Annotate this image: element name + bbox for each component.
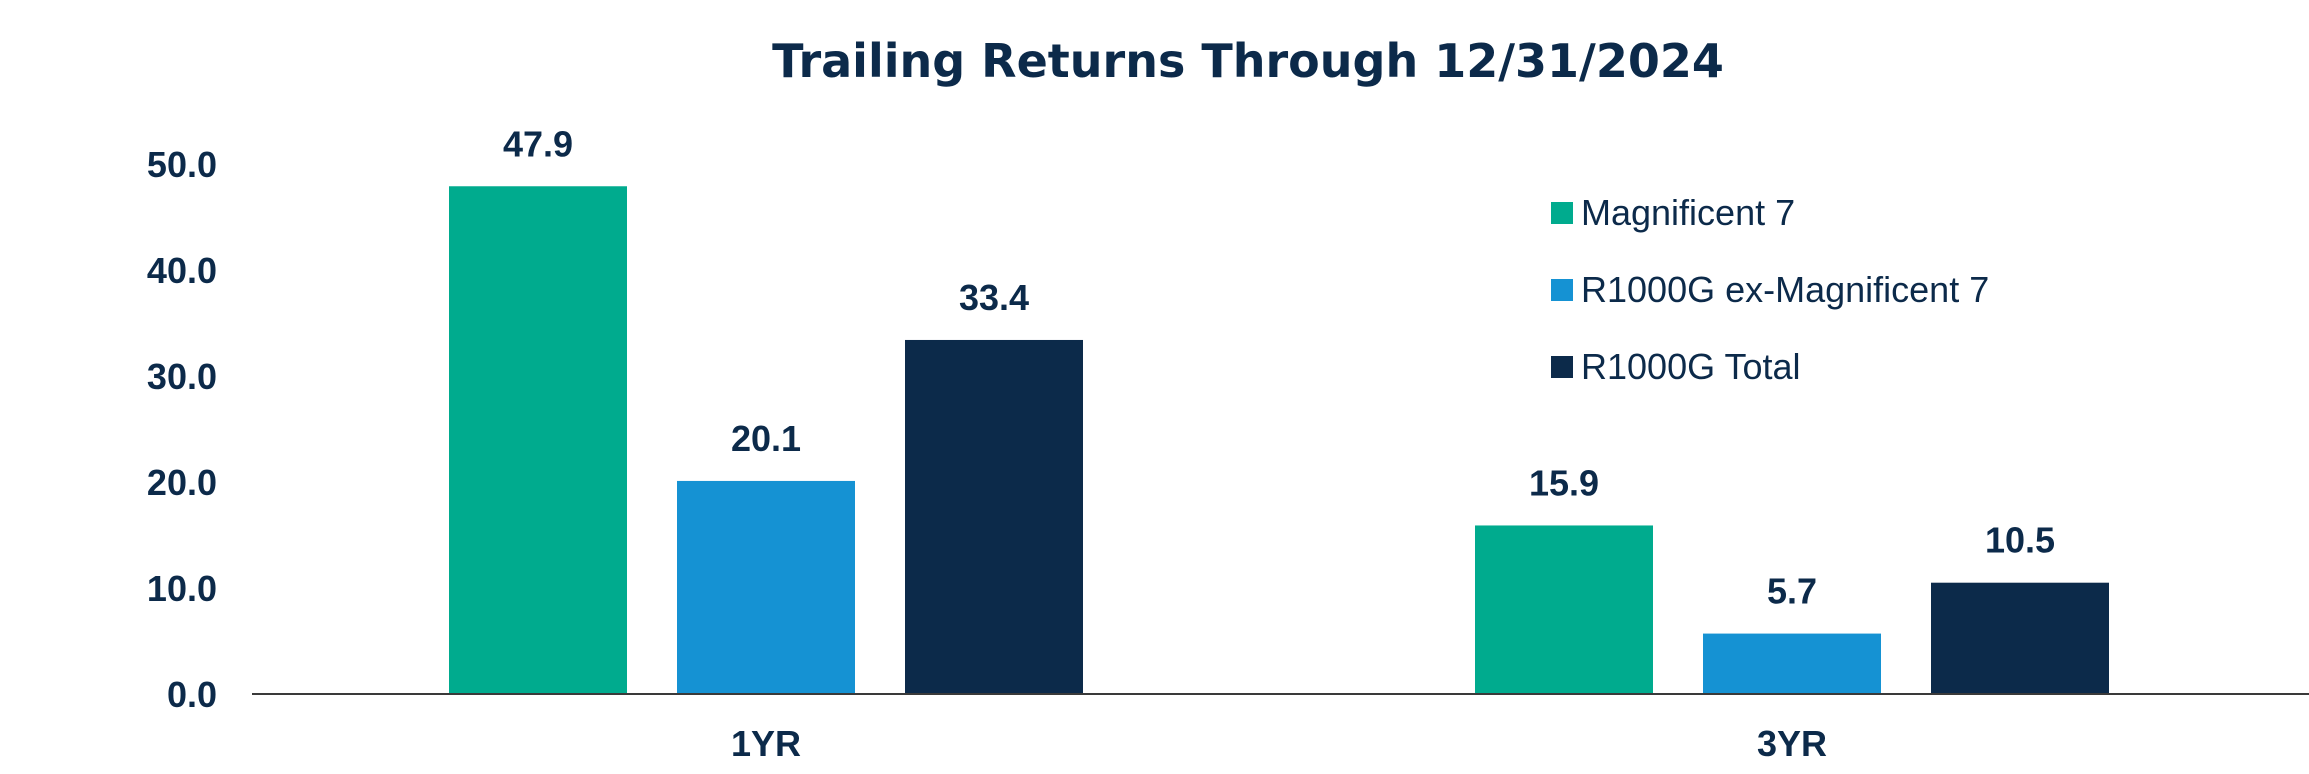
data-label: 20.1: [731, 418, 801, 459]
bar: [1703, 633, 1881, 694]
x-axis: 1YR 3YR: [731, 723, 1827, 764]
y-tick-label: 40.0: [147, 250, 217, 291]
bar: [905, 339, 1083, 694]
y-tick-label: 20.0: [147, 462, 217, 503]
y-tick-label: 50.0: [147, 144, 217, 185]
legend-label: R1000G ex-Magnificent 7: [1581, 269, 1989, 310]
y-tick-label: 0.0: [167, 674, 217, 715]
data-label: 5.7: [1767, 571, 1817, 612]
y-axis: 0.0 10.0 20.0 30.0 40.0 50.0: [147, 144, 217, 715]
chart-title: Trailing Returns Through 12/31/2024: [772, 34, 1724, 88]
bar: [677, 480, 855, 694]
legend-swatch: [1551, 202, 1573, 224]
data-label: 47.9: [503, 123, 573, 164]
y-tick-label: 30.0: [147, 356, 217, 397]
y-tick-label: 10.0: [147, 568, 217, 609]
bars: [449, 186, 2109, 694]
legend-swatch: [1551, 279, 1573, 301]
legend-label: R1000G Total: [1581, 346, 1800, 387]
bar: [449, 186, 627, 694]
data-labels: 47.9 15.9 20.1 5.7 33.4 10.5: [503, 123, 2055, 611]
x-category-label: 3YR: [1757, 723, 1827, 764]
bar: [1931, 582, 2109, 694]
legend: Magnificent 7 R1000G ex-Magnificent 7 R100…: [1551, 192, 1989, 387]
data-label: 33.4: [959, 277, 1029, 318]
data-label: 10.5: [1985, 520, 2055, 561]
bar: [1475, 525, 1653, 694]
legend-swatch: [1551, 356, 1573, 378]
x-category-label: 1YR: [731, 723, 801, 764]
data-label: 15.9: [1529, 462, 1599, 503]
legend-label: Magnificent 7: [1581, 192, 1795, 233]
